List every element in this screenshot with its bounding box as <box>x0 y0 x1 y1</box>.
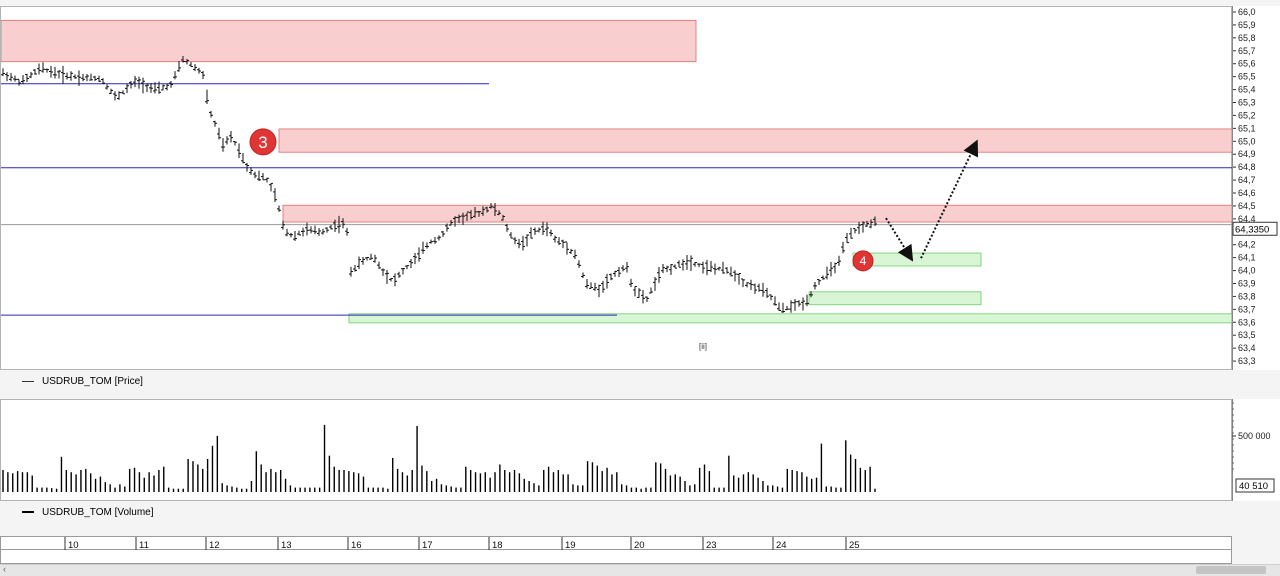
price-tick-label: 63,8 <box>1238 291 1256 301</box>
date-axis-svg: 10 11 12 13 16 17 18 19 20 23 24 25 <box>64 537 860 551</box>
date-axis-secondary <box>0 550 1232 564</box>
price-tick-label: 65,3 <box>1238 98 1256 108</box>
volume-tick-label: 500 000 <box>1238 431 1271 441</box>
volume-legend: USDRUB_TOM [Volume] <box>22 507 154 518</box>
price-tick-label: 64,4 <box>1238 214 1256 224</box>
date-axis: 10 11 12 13 16 17 18 19 20 23 24 25 <box>0 536 1232 551</box>
price-legend: USDRUB_TOM [Price] <box>22 376 143 387</box>
price-tick-label: 63,6 <box>1238 317 1256 327</box>
price-tick-label: 64,0 <box>1238 266 1256 276</box>
volume-axis: 500 000 40 510 <box>1232 399 1280 501</box>
date-tick-label: 17 <box>422 540 433 551</box>
date-tick-label: 11 <box>139 540 149 551</box>
price-tick-label: 65,8 <box>1238 33 1256 43</box>
annotation-label: 4 <box>860 254 867 268</box>
price-axis: 66,0 65,9 65,8 65,7 65,6 65,5 65,4 65,3 65,2 65,1… <box>1232 6 1280 370</box>
annotation-badge <box>249 128 277 156</box>
scroll-left-icon[interactable]: ‹ <box>3 564 6 574</box>
date-tick-label: 24 <box>776 540 787 551</box>
price-tick-label: 64,5 <box>1238 201 1256 211</box>
resistance-zone <box>0 19 697 63</box>
price-chart[interactable]: 3 4 [ii] <box>0 7 1234 371</box>
last-price-box <box>1232 221 1278 236</box>
price-tick-label: 65,7 <box>1238 46 1256 56</box>
price-tick-label: 65,1 <box>1238 123 1256 133</box>
price-tick-label: 65,6 <box>1238 59 1256 69</box>
volume-chart-panel[interactable] <box>0 399 1232 501</box>
price-tick-label: 65,2 <box>1238 110 1256 120</box>
price-tick-label: 64,8 <box>1238 162 1256 172</box>
resistance-zone <box>278 128 1234 153</box>
price-chart-panel[interactable]: 3 4 [ii] <box>0 6 1234 371</box>
price-tick-label: 63,4 <box>1238 343 1256 353</box>
date-tick-label: 18 <box>492 540 503 551</box>
date-tick-label: 16 <box>351 540 362 551</box>
date-tick-label: 10 <box>68 540 79 551</box>
price-tick-label: 64,7 <box>1238 175 1256 185</box>
price-legend-label: USDRUB_TOM [Price] <box>42 376 143 387</box>
projection-arrow <box>920 139 979 259</box>
volume-chart[interactable] <box>1 400 1233 502</box>
annotation-label: 3 <box>258 133 267 152</box>
price-tick-label: 65,0 <box>1238 136 1256 146</box>
date-tick-label: 13 <box>281 540 292 551</box>
last-price-label: 64,3350 <box>1235 224 1269 235</box>
volume-axis-svg: 500 000 40 510 <box>1232 399 1275 501</box>
date-tick-label: 20 <box>634 540 645 551</box>
price-tick-label: 65,9 <box>1238 20 1256 30</box>
price-tick-label: 63,7 <box>1238 304 1256 314</box>
center-marker: [ii] <box>699 342 707 351</box>
date-tick-label: 19 <box>565 540 576 551</box>
price-tick-label: 63,3 <box>1238 356 1256 366</box>
price-legend-swatch <box>22 380 34 382</box>
annotation-badge <box>852 250 874 272</box>
price-tick-label: 65,5 <box>1238 72 1256 82</box>
last-volume-box <box>1235 478 1275 493</box>
price-tick-label: 64,6 <box>1238 188 1256 198</box>
price-tick-label: 64,2 <box>1238 240 1256 250</box>
support-zone <box>808 291 982 306</box>
last-volume-label: 40 510 <box>1239 481 1268 492</box>
date-tick-label: 23 <box>706 540 717 551</box>
resistance-zone <box>282 204 1234 223</box>
price-tick-label: 66,0 <box>1238 7 1256 17</box>
volume-legend-swatch <box>22 511 34 514</box>
date-tick-label: 12 <box>209 540 220 551</box>
price-tick-label: 64,9 <box>1238 149 1256 159</box>
price-tick-label: 64,1 <box>1238 253 1256 263</box>
date-tick-label: 25 <box>849 540 860 551</box>
horizontal-scrollbar[interactable] <box>0 564 1280 576</box>
scrollbar-thumb[interactable] <box>1196 566 1266 574</box>
price-tick-label: 63,5 <box>1238 330 1256 340</box>
price-tick-label: 65,4 <box>1238 85 1256 95</box>
volume-legend-label: USDRUB_TOM [Volume] <box>42 507 154 518</box>
price-tick-label: 63,9 <box>1238 279 1256 289</box>
price-axis-svg: 66,0 65,9 65,8 65,7 65,6 65,5 65,4 65,3 65,2 65,1… <box>1232 6 1278 370</box>
